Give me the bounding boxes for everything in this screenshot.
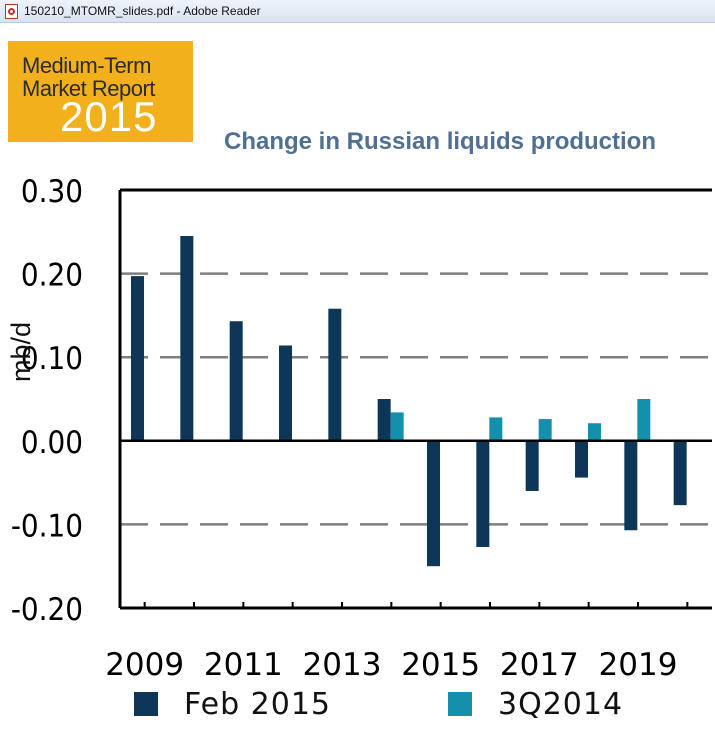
y-axis-label: mb/d	[6, 322, 36, 382]
bar-feb-2015-2019	[624, 440, 638, 531]
logo-line-2: Market Report	[22, 76, 155, 101]
x-tick-label: 2011	[204, 647, 283, 683]
x-tick-label: 2015	[401, 647, 480, 683]
y-tick-label: -0.20	[11, 592, 83, 628]
bar-3q2014-2018	[588, 423, 601, 441]
y-tick-label: 0.00	[21, 425, 83, 461]
logo-year: 2015	[60, 93, 158, 140]
bar-layer	[131, 235, 687, 567]
legend-label-feb-2015: Feb 2015	[184, 686, 331, 722]
y-tick-label: 0.10	[21, 341, 83, 377]
window-title: 150210_MTOMR_slides.pdf - Adobe Reader	[24, 4, 261, 18]
legend-swatch-feb-2015	[134, 692, 158, 716]
bar-feb-2015-2011	[229, 321, 243, 441]
grid-layer	[120, 272, 712, 526]
bar-feb-2015-2013	[328, 308, 342, 441]
bar-3q2014-2016	[489, 417, 503, 441]
bar-3q2014-2019	[637, 399, 651, 441]
bar-feb-2015-2009	[131, 276, 144, 441]
legend-swatch-3q2014	[448, 692, 472, 716]
legend-item-feb-2015: Feb 2015	[134, 686, 331, 722]
tick-layer: 0.30 0.20 0.10 0.00 -0.10 -0.20 2009 2011 2013 20…	[11, 174, 689, 683]
y-tick-label: -0.10	[11, 508, 83, 544]
y-tick-label: 0.20	[21, 258, 83, 294]
bar-feb-2015-2012	[279, 345, 292, 441]
legend-item-3q2014: 3Q2014	[448, 686, 623, 722]
window-titlebar: 150210_MTOMR_slides.pdf - Adobe Reader	[0, 0, 715, 23]
bar-feb-2015-2016	[476, 440, 490, 547]
chart-title: Change in Russian liquids production	[223, 128, 656, 155]
x-tick-label: 2017	[500, 647, 579, 683]
bar-3q2014-2014	[390, 412, 404, 441]
x-tick-label: 2013	[303, 647, 382, 683]
logo-line-1: Medium-Term	[22, 53, 151, 78]
bar-feb-2015-2015	[427, 440, 440, 567]
frame-layer	[118, 188, 712, 610]
bar-feb-2015-2010	[180, 235, 194, 441]
report-logo: Medium-Term Market Report 2015	[8, 41, 193, 142]
y-tick-label: 0.30	[21, 174, 83, 210]
bar-3q2014-2017	[538, 419, 552, 441]
pdf-icon	[5, 3, 18, 19]
legend-label-3q2014: 3Q2014	[498, 686, 624, 722]
x-tick-label: 2019	[599, 647, 678, 683]
bar-feb-2015-2017	[525, 440, 539, 491]
bar-feb-2015-2020	[673, 440, 687, 506]
bar-feb-2015-2014	[377, 399, 391, 441]
x-tick-label: 2009	[105, 647, 184, 683]
bar-feb-2015-2018	[575, 440, 588, 478]
